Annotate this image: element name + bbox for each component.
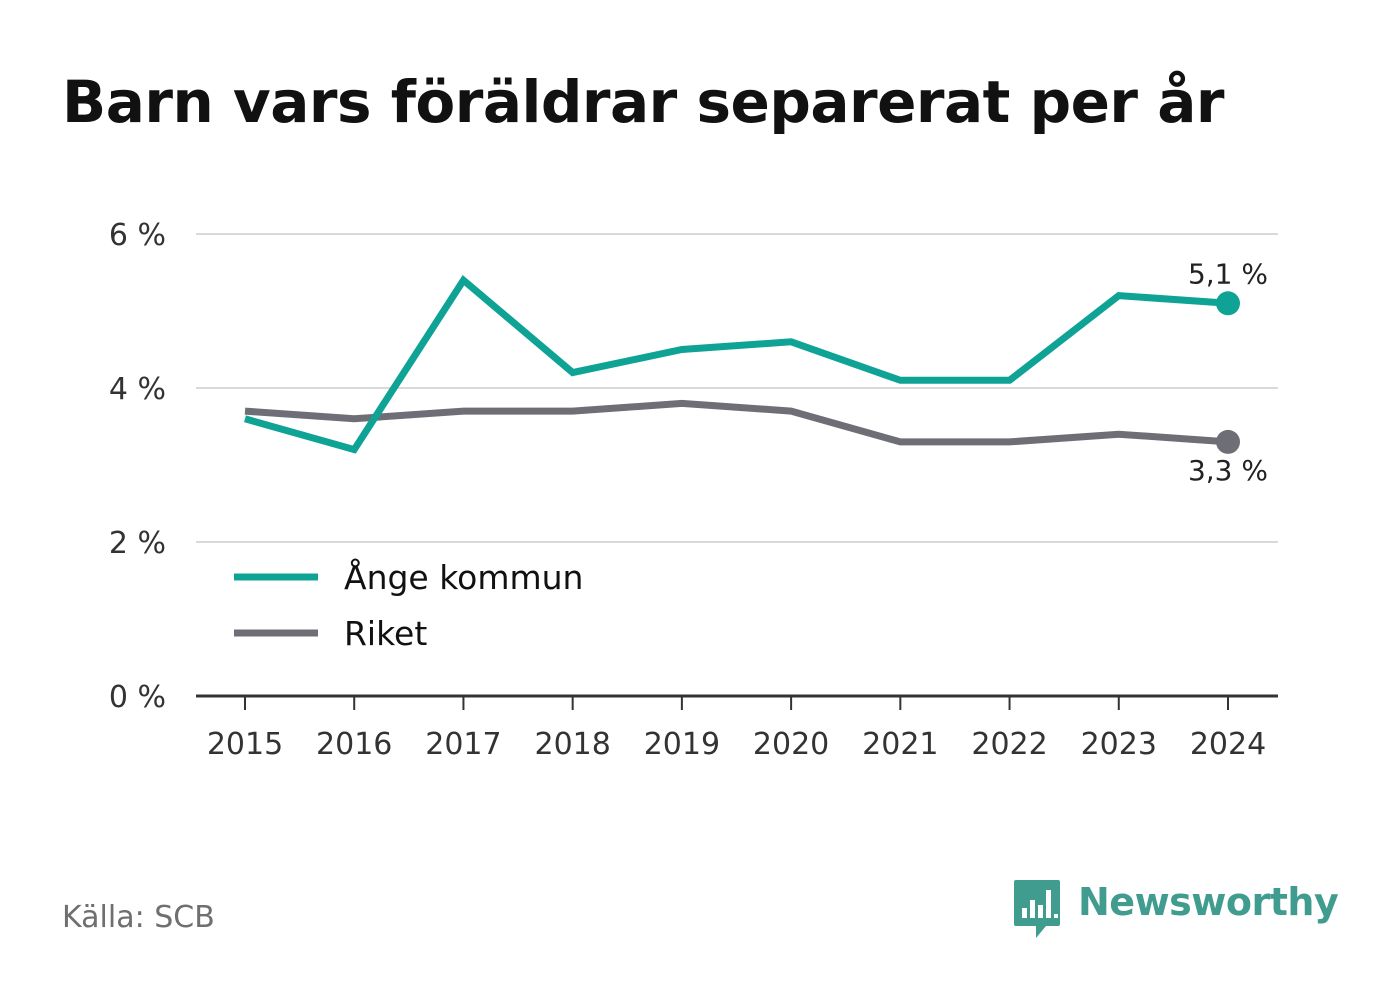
data-label: 5,1 % [1188,257,1268,290]
series-line [244,399,1229,446]
y-tick-label: 6 % [109,218,166,253]
x-tick-label: 2024 [1190,727,1266,762]
x-tick-label: 2015 [207,727,283,762]
x-tick-label: 2019 [644,727,720,762]
series-line [244,274,1229,454]
y-tick-label: 2 % [109,526,166,561]
line-chart: 0 % 2 % 4 % 6 % 2015 2016 2017 2018 2019 2020 2021… [109,218,1278,762]
series-end-marker [1216,291,1240,316]
y-tick-label: 4 % [109,372,166,407]
series-end-marker [1216,429,1240,454]
brand-name: Newsworthy [1078,880,1339,924]
chart-title: Barn vars föräldrar separerat per år [62,68,1224,136]
brand[interactable]: Newsworthy [1012,878,1339,940]
legend-label: Riket [344,614,427,653]
newsworthy-logo-icon [1014,880,1060,938]
x-tick-label: 2016 [316,727,392,762]
x-tick-label: 2020 [753,727,829,762]
x-tick-label: 2023 [1081,727,1157,762]
x-tick-label: 2018 [534,727,610,762]
legend-background [222,545,618,663]
x-tick-label: 2021 [862,727,938,762]
data-label: 3,3 % [1188,454,1268,487]
legend-label: Ånge kommun [344,557,583,597]
y-tick-label: 0 % [109,680,166,715]
source-note: Källa: SCB [62,900,215,935]
x-tick-label: 2017 [425,727,501,762]
x-tick-label: 2022 [971,727,1047,762]
